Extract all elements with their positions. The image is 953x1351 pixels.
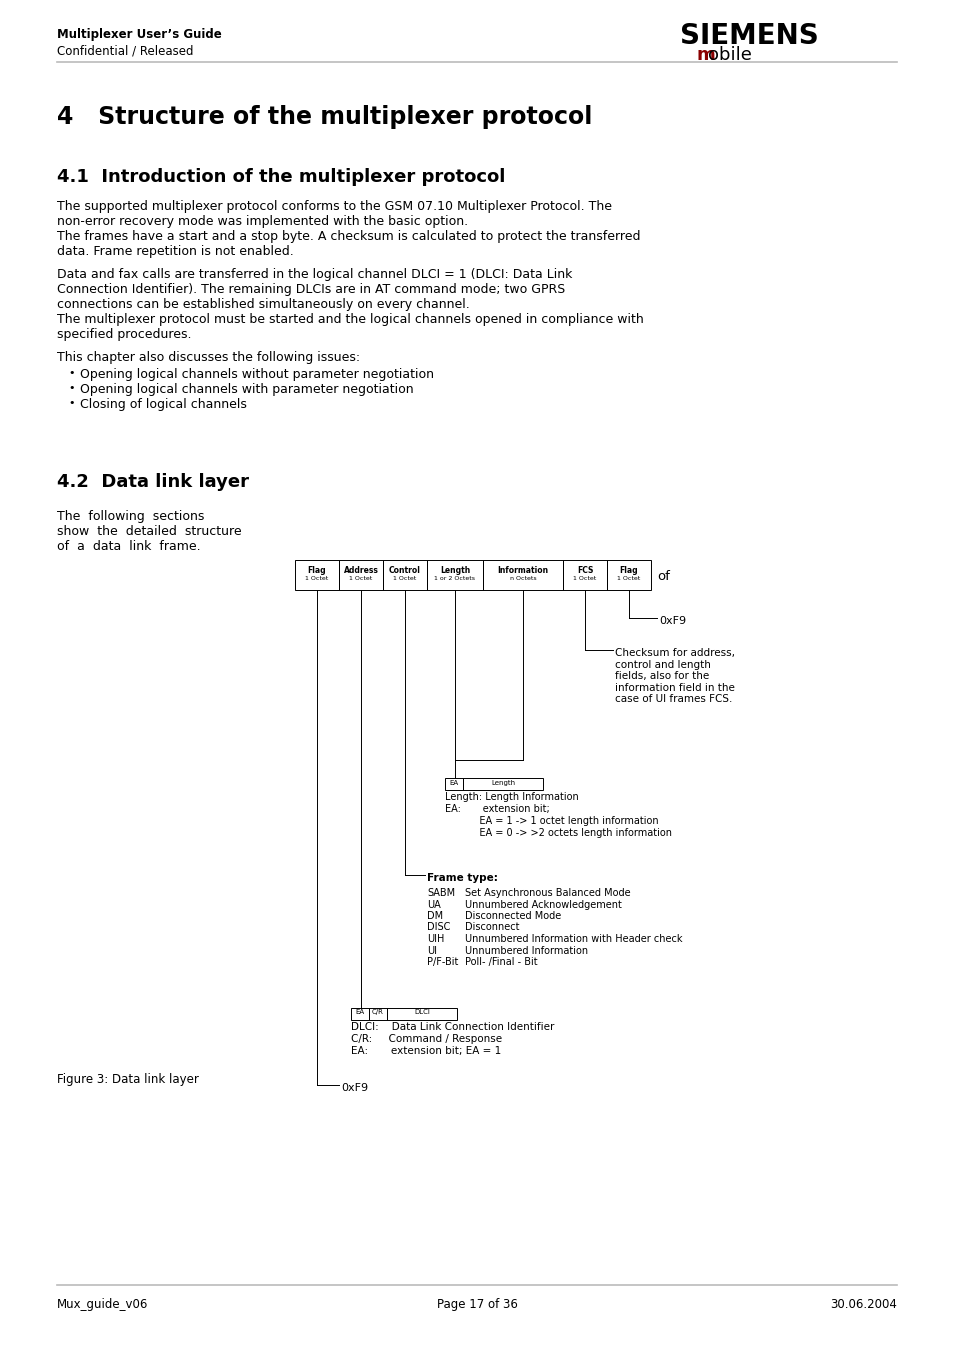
Bar bbox=[427, 561, 482, 590]
Text: n Octets: n Octets bbox=[509, 576, 536, 581]
Text: obile: obile bbox=[707, 46, 751, 63]
Text: DM: DM bbox=[427, 911, 442, 921]
Text: Closing of logical channels: Closing of logical channels bbox=[80, 399, 247, 411]
Text: Length: Length bbox=[491, 780, 515, 786]
Bar bbox=[462, 778, 542, 790]
Text: 4.2  Data link layer: 4.2 Data link layer bbox=[57, 473, 249, 490]
Text: Length: Length bbox=[439, 566, 470, 576]
Text: Opening logical channels with parameter negotiation: Opening logical channels with parameter … bbox=[80, 382, 414, 396]
Text: UI: UI bbox=[427, 946, 436, 955]
Text: UA: UA bbox=[427, 900, 440, 909]
Bar bbox=[351, 1008, 369, 1020]
Bar bbox=[382, 561, 427, 590]
Text: Figure 3: Data link layer: Figure 3: Data link layer bbox=[57, 1073, 198, 1086]
Text: This chapter also discusses the following issues:: This chapter also discusses the followin… bbox=[57, 351, 359, 363]
Text: Control: Control bbox=[389, 566, 420, 576]
Text: •: • bbox=[68, 399, 74, 408]
Text: 1 or 2 Octets: 1 or 2 Octets bbox=[434, 576, 475, 581]
Text: 1 Octet: 1 Octet bbox=[305, 576, 328, 581]
Text: 1 Octet: 1 Octet bbox=[349, 576, 373, 581]
Text: The multiplexer protocol must be started and the logical channels opened in comp: The multiplexer protocol must be started… bbox=[57, 313, 643, 326]
Text: P/F-Bit: P/F-Bit bbox=[427, 957, 457, 967]
Text: Unnumbered Acknowledgement: Unnumbered Acknowledgement bbox=[464, 900, 621, 909]
Text: Flag: Flag bbox=[619, 566, 638, 576]
Text: Multiplexer User’s Guide: Multiplexer User’s Guide bbox=[57, 28, 221, 41]
Bar bbox=[338, 561, 382, 590]
Text: specified procedures.: specified procedures. bbox=[57, 328, 192, 340]
Text: of  a  data  link  frame.: of a data link frame. bbox=[57, 540, 200, 553]
Text: Mux_guide_v06: Mux_guide_v06 bbox=[57, 1298, 149, 1310]
Text: Length: Length Information: Length: Length Information bbox=[444, 792, 578, 802]
Text: FCS: FCS bbox=[577, 566, 593, 576]
Text: EA:       extension bit; EA = 1: EA: extension bit; EA = 1 bbox=[351, 1046, 500, 1056]
Bar bbox=[482, 561, 562, 590]
Text: m: m bbox=[697, 46, 715, 63]
Text: Address: Address bbox=[343, 566, 378, 576]
Text: EA: EA bbox=[449, 780, 458, 786]
Text: Connection Identifier). The remaining DLCIs are in AT command mode; two GPRS: Connection Identifier). The remaining DL… bbox=[57, 282, 565, 296]
Text: Unnumbered Information with Header check: Unnumbered Information with Header check bbox=[464, 934, 681, 944]
Text: 1 Octet: 1 Octet bbox=[617, 576, 640, 581]
Text: non-error recovery mode was implemented with the basic option.: non-error recovery mode was implemented … bbox=[57, 215, 468, 228]
Text: Poll- /Final - Bit: Poll- /Final - Bit bbox=[464, 957, 537, 967]
Text: Confidential / Released: Confidential / Released bbox=[57, 45, 193, 57]
Bar bbox=[369, 1008, 387, 1020]
Text: 1 Octet: 1 Octet bbox=[393, 576, 416, 581]
Bar bbox=[387, 1008, 456, 1020]
Text: DLCI: DLCI bbox=[414, 1009, 430, 1015]
Text: EA = 1 -> 1 octet length information: EA = 1 -> 1 octet length information bbox=[444, 816, 658, 825]
Text: •: • bbox=[68, 382, 74, 393]
Text: 4   Structure of the multiplexer protocol: 4 Structure of the multiplexer protocol bbox=[57, 105, 592, 128]
Text: show  the  detailed  structure: show the detailed structure bbox=[57, 526, 241, 538]
Text: C/R: C/R bbox=[372, 1009, 383, 1015]
Text: 0xF9: 0xF9 bbox=[340, 1084, 368, 1093]
Text: The frames have a start and a stop byte. A checksum is calculated to protect the: The frames have a start and a stop byte.… bbox=[57, 230, 639, 243]
Text: Flag: Flag bbox=[308, 566, 326, 576]
Text: Frame type:: Frame type: bbox=[427, 873, 497, 884]
Text: UIH: UIH bbox=[427, 934, 444, 944]
Text: DLCI:    Data Link Connection Identifier: DLCI: Data Link Connection Identifier bbox=[351, 1021, 554, 1032]
Text: SIEMENS: SIEMENS bbox=[679, 22, 818, 50]
Text: •: • bbox=[68, 367, 74, 378]
Text: Information: Information bbox=[497, 566, 548, 576]
Text: 1 Octet: 1 Octet bbox=[573, 576, 596, 581]
Text: DISC: DISC bbox=[427, 923, 450, 932]
Bar bbox=[606, 561, 650, 590]
Bar bbox=[444, 778, 462, 790]
Text: Data and fax calls are transferred in the logical channel DLCI = 1 (DLCI: Data L: Data and fax calls are transferred in th… bbox=[57, 267, 572, 281]
Text: Page 17 of 36: Page 17 of 36 bbox=[436, 1298, 517, 1310]
Text: Set Asynchronous Balanced Mode: Set Asynchronous Balanced Mode bbox=[464, 888, 630, 898]
Text: Disconnect: Disconnect bbox=[464, 923, 519, 932]
Text: EA:       extension bit;: EA: extension bit; bbox=[444, 804, 549, 815]
Text: The supported multiplexer protocol conforms to the GSM 07.10 Multiplexer Protoco: The supported multiplexer protocol confo… bbox=[57, 200, 612, 213]
Text: 30.06.2004: 30.06.2004 bbox=[829, 1298, 896, 1310]
Text: SABM: SABM bbox=[427, 888, 455, 898]
Text: 4.1  Introduction of the multiplexer protocol: 4.1 Introduction of the multiplexer prot… bbox=[57, 168, 505, 186]
Text: data. Frame repetition is not enabled.: data. Frame repetition is not enabled. bbox=[57, 245, 294, 258]
Text: Disconnected Mode: Disconnected Mode bbox=[464, 911, 560, 921]
Text: Checksum for address,
control and length
fields, also for the
information field : Checksum for address, control and length… bbox=[615, 648, 734, 704]
Bar bbox=[294, 561, 338, 590]
Text: 0xF9: 0xF9 bbox=[659, 616, 685, 626]
Text: connections can be established simultaneously on every channel.: connections can be established simultane… bbox=[57, 299, 469, 311]
Text: C/R:     Command / Response: C/R: Command / Response bbox=[351, 1034, 501, 1044]
Text: Opening logical channels without parameter negotiation: Opening logical channels without paramet… bbox=[80, 367, 434, 381]
Text: of: of bbox=[657, 570, 669, 584]
Text: The  following  sections: The following sections bbox=[57, 509, 204, 523]
Text: EA = 0 -> >2 octets length information: EA = 0 -> >2 octets length information bbox=[444, 828, 671, 838]
Bar bbox=[562, 561, 606, 590]
Text: EA: EA bbox=[355, 1009, 364, 1015]
Text: Unnumbered Information: Unnumbered Information bbox=[464, 946, 587, 955]
